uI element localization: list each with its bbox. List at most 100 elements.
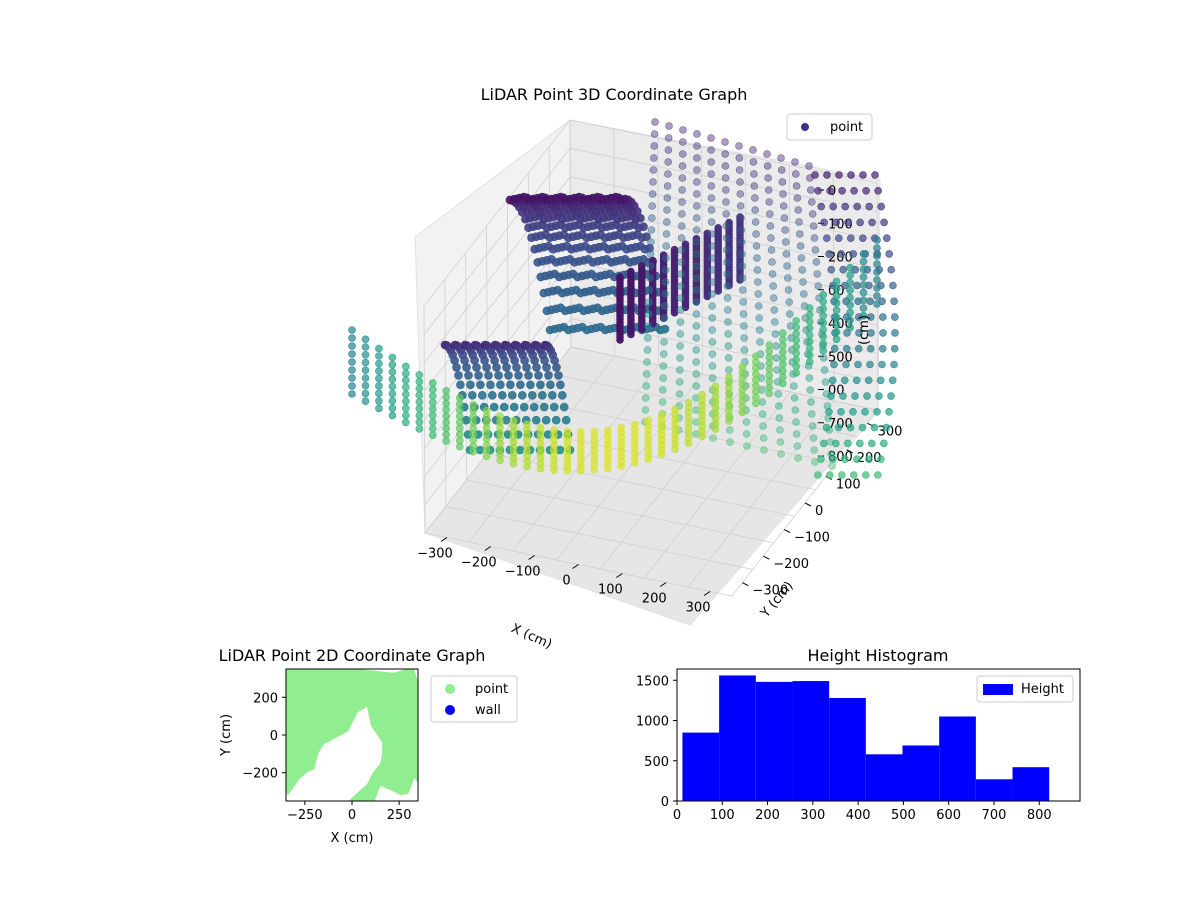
scatter-point [825, 407, 833, 416]
scatter-point [866, 297, 874, 306]
scatter-point [693, 142, 701, 150]
scatter-point [643, 346, 652, 354]
scatter-point [361, 381, 370, 390]
legend-2d-point-label: point [475, 682, 508, 697]
scatter-point [778, 379, 787, 388]
axes-frame-hist [676, 668, 1081, 802]
scatter-point [723, 270, 732, 278]
scatter-point [792, 329, 801, 338]
scatter-point [721, 138, 729, 146]
scatter-point [834, 423, 843, 432]
scatter-point [452, 363, 461, 372]
scatter-point [499, 402, 509, 412]
scatter-point [708, 374, 717, 382]
scatter-point [819, 325, 828, 334]
legend-2d: point wall [430, 675, 518, 723]
scatter-point [487, 390, 497, 400]
scatter-point [676, 294, 685, 302]
scatter-point [764, 174, 772, 182]
scatter-point [692, 262, 701, 270]
scatter-point [661, 290, 669, 298]
scatter-point [769, 294, 778, 302]
scatter-point [874, 187, 882, 195]
scatter-point [890, 360, 898, 369]
y-axis-label-2d: Y (cm) [219, 714, 234, 757]
scatter-point [401, 376, 410, 385]
scatter-point [464, 371, 473, 380]
scatter-point [754, 302, 763, 310]
scatter-point [708, 362, 717, 370]
y-tick-label-hist: 0 [661, 795, 669, 810]
scatter-point [859, 250, 868, 258]
scatter-point [855, 439, 864, 448]
point-footprint [286, 669, 418, 801]
scatter-point [753, 254, 761, 262]
scatter-point [519, 402, 529, 412]
scatter-point [754, 290, 763, 298]
scatter-point [805, 310, 814, 319]
x-tick-label-3d: −300 [417, 547, 453, 562]
scatter-point [590, 466, 599, 474]
y-tick-3d [804, 502, 812, 507]
scatter-point [442, 393, 451, 401]
scatter-point [721, 174, 730, 182]
scatter-point [627, 267, 635, 276]
scatter-point [805, 324, 814, 333]
scatter-point [428, 398, 437, 407]
scatter-point [750, 170, 758, 178]
scatter-point [792, 430, 801, 438]
scatter-point [878, 344, 887, 353]
y-tick-3d [742, 582, 749, 587]
scatter-point [708, 278, 716, 286]
grid-line [423, 147, 878, 335]
scatter-point [549, 402, 559, 412]
scatter-point [778, 354, 787, 363]
scatter-point [504, 371, 513, 380]
scatter-point [401, 418, 410, 427]
scatter-point [642, 382, 651, 390]
scatter-point [660, 302, 669, 310]
scatter-point [806, 186, 815, 194]
scatter-point [692, 298, 701, 306]
scatter-point [647, 214, 656, 222]
scatter-point [415, 411, 424, 420]
scatter-point [692, 202, 701, 210]
scatter-point [790, 382, 798, 390]
scatter-point [662, 218, 671, 226]
scatter-point [708, 302, 716, 310]
scatter-point [738, 408, 747, 417]
plot-2d: LiDAR Point 2D Coordinate Graph −250 0 250… [219, 646, 518, 846]
scatter-point [742, 430, 751, 438]
legend-2d-point-marker [445, 684, 455, 694]
scatter-point [783, 274, 792, 282]
scatter-point [709, 434, 717, 442]
scatter-point [842, 344, 851, 353]
histogram-bar [902, 745, 940, 801]
scatter-point [749, 146, 757, 154]
scatter-point [873, 236, 881, 244]
scatter-point [759, 422, 767, 430]
x-tick-label-hist: 600 [936, 808, 961, 823]
scatter-point [819, 339, 828, 348]
scatter-point [644, 310, 653, 318]
scatter-point [837, 250, 846, 258]
scatter-point [846, 308, 854, 317]
scatter-point [415, 377, 424, 386]
scatter-point [839, 265, 848, 274]
scatter-point [708, 314, 717, 322]
scatter-point [778, 329, 787, 337]
scatter-point [401, 383, 410, 392]
scatter-point [509, 459, 518, 468]
scatter-point [873, 407, 881, 416]
scatter-point [772, 354, 781, 362]
legend-hist-swatch [983, 684, 1013, 695]
scatter-point [798, 266, 807, 274]
scatter-point [791, 406, 800, 414]
scatter-point [388, 360, 397, 369]
scatter-point [814, 282, 823, 290]
scatter-point [647, 226, 656, 234]
scatter-point [819, 354, 828, 362]
scatter-point [576, 466, 585, 475]
scatter-point [832, 299, 841, 307]
scatter-point [835, 171, 843, 179]
